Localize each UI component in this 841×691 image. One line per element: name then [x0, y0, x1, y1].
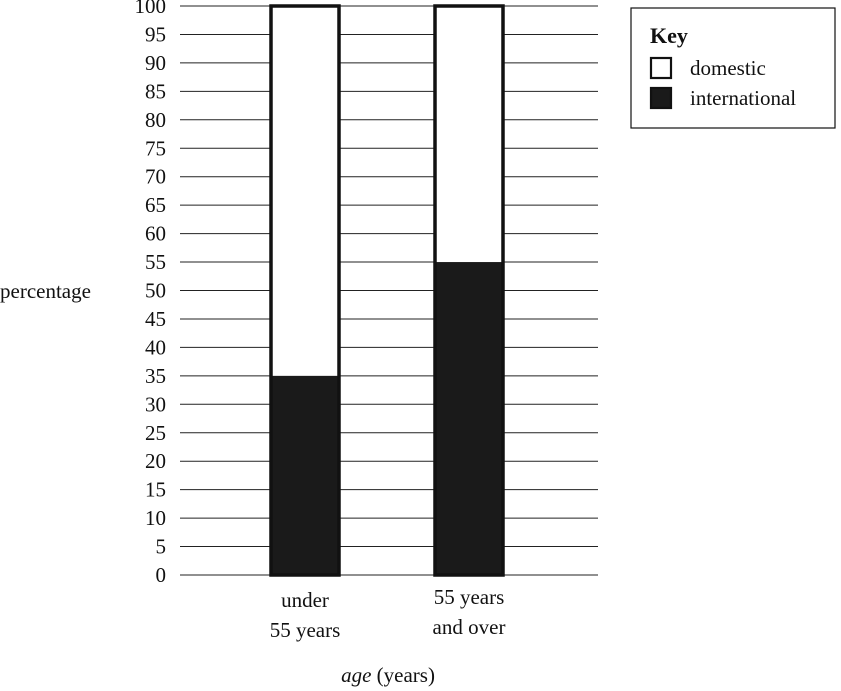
y-tick-5: 5 [156, 535, 167, 559]
y-tick-15: 15 [145, 478, 166, 502]
category-label-1-0: 55 years [434, 585, 505, 609]
gridlines [180, 5, 598, 576]
y-tick-45: 45 [145, 307, 166, 331]
bar-outline-0 [269, 4, 341, 577]
y-tick-90: 90 [145, 51, 166, 75]
category-label-0-0: under [281, 588, 329, 612]
y-tick-70: 70 [145, 165, 166, 189]
category-labels: under 55 years 55 years and over [270, 585, 506, 642]
legend: Key domestic international [630, 7, 836, 129]
y-tick-65: 65 [145, 193, 166, 217]
y-tick-0: 0 [156, 563, 167, 587]
y-tick-80: 80 [145, 108, 166, 132]
y-tick-25: 25 [145, 421, 166, 445]
y-tick-50: 50 [145, 279, 166, 303]
y-tick-40: 40 [145, 335, 166, 359]
legend-swatch-domestic [649, 56, 673, 80]
category-label-0-1: 55 years [270, 618, 341, 642]
x-axis-label-unit: (years) [371, 663, 435, 687]
legend-title: Key [650, 23, 688, 48]
legend-swatch-international [649, 86, 673, 110]
bar-domestic-1 [435, 6, 503, 263]
bar-outline-1 [433, 4, 505, 577]
legend-label-international: international [690, 86, 796, 110]
y-tick-35: 35 [145, 364, 166, 388]
y-tick-55: 55 [145, 250, 166, 274]
y-tick-100: 100 [135, 0, 167, 18]
y-tick-labels: 0 5 10 15 20 25 30 35 40 45 50 55 60 65 70 75 80 85 90 95 10… [135, 0, 167, 587]
y-tick-75: 75 [145, 136, 166, 160]
legend-label-domestic: domestic [690, 56, 766, 80]
y-tick-30: 30 [145, 392, 166, 416]
bar-international-0 [271, 375, 339, 575]
y-axis-label: percentage [0, 279, 91, 303]
y-tick-95: 95 [145, 22, 166, 46]
y-tick-10: 10 [145, 506, 166, 530]
bar-international-1 [435, 262, 503, 575]
category-label-1-1: and over [433, 615, 506, 639]
bar-domestic-0 [271, 6, 339, 376]
y-tick-20: 20 [145, 449, 166, 473]
x-axis-label: age (years) [341, 663, 435, 687]
y-tick-60: 60 [145, 222, 166, 246]
bars [269, 4, 505, 577]
y-tick-85: 85 [145, 79, 166, 103]
x-axis-label-italic: age [341, 663, 371, 687]
